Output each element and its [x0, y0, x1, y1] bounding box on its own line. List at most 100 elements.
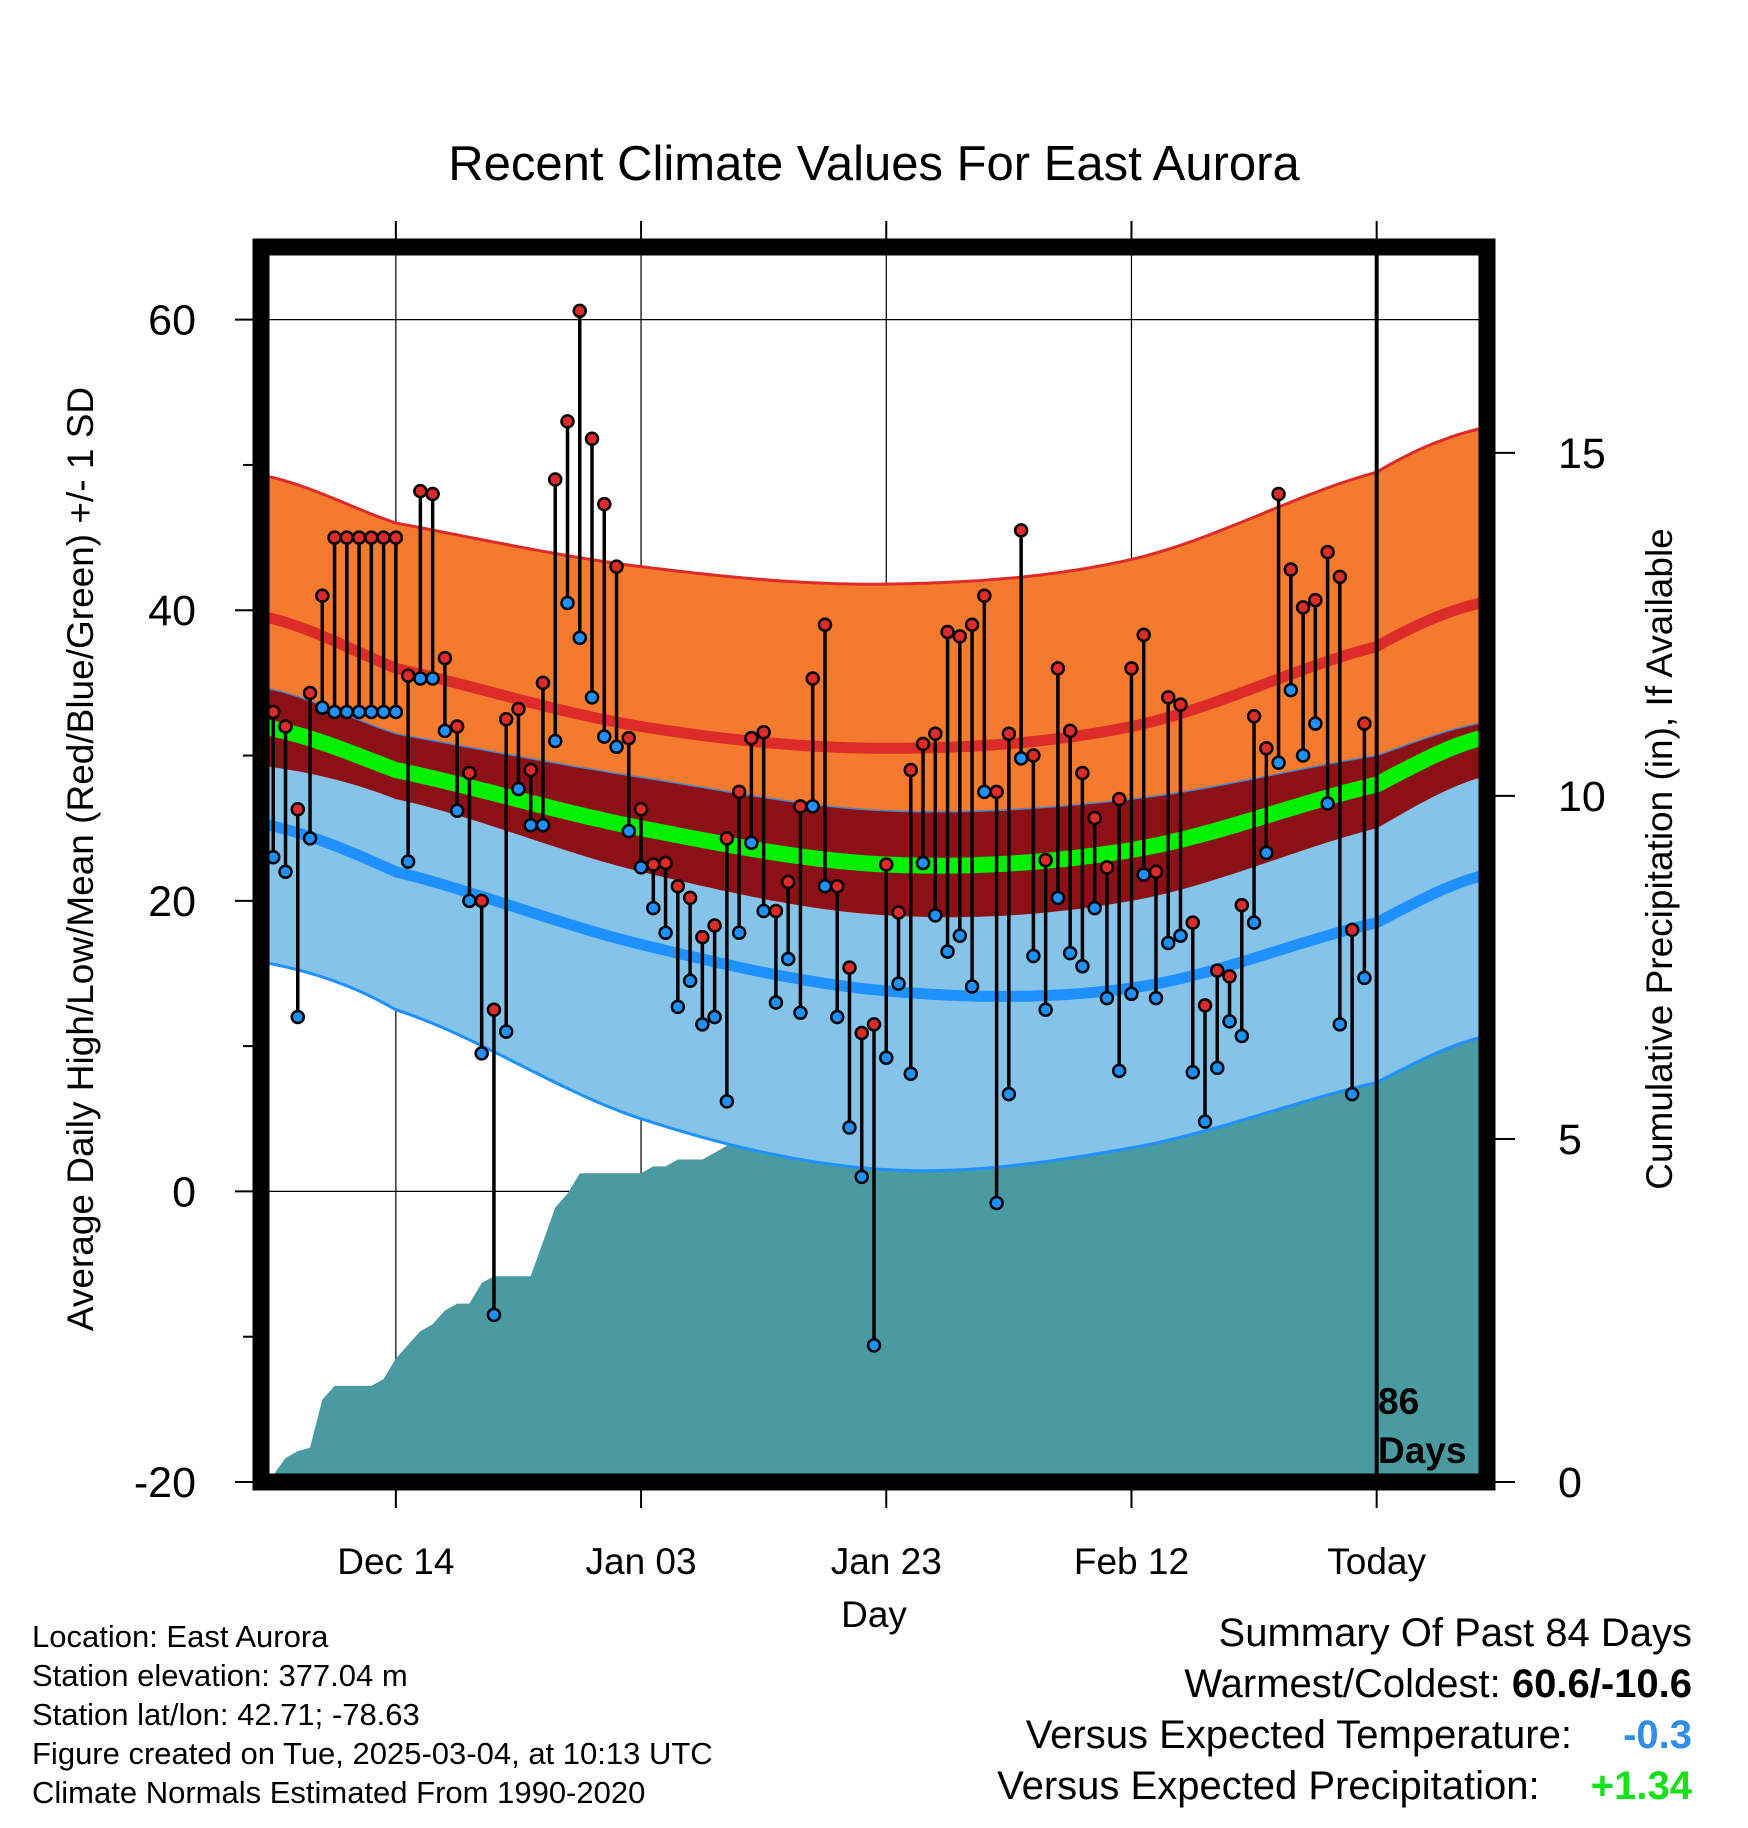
daily-high-point: [1062, 723, 1078, 739]
x-tick-label: Feb 12: [1074, 1541, 1189, 1582]
elevation-text: Station elevation: 377.04 m: [32, 1658, 408, 1693]
daily-high-point: [462, 765, 477, 781]
daily-low-point: [364, 704, 379, 720]
daily-high-point: [695, 929, 710, 945]
y2-axis-label: Cumulative Precipitation (in), If Availa…: [1639, 528, 1680, 1190]
daily-high-point: [1160, 690, 1176, 705]
daily-high-point: [756, 725, 771, 740]
daily-low-point: [511, 781, 526, 797]
daily-high-point: [1295, 600, 1311, 615]
daily-high-point: [1026, 748, 1041, 763]
daily-low-point: [646, 900, 661, 916]
daily-high-point: [1259, 741, 1274, 756]
daily-low-point: [474, 1046, 489, 1061]
daily-high-point: [597, 496, 612, 512]
daily-low-point: [315, 700, 330, 715]
daily-low-point: [1099, 990, 1115, 1006]
daily-low-point: [695, 1017, 710, 1032]
daily-high-point: [376, 530, 391, 545]
daily-high-point: [940, 624, 955, 640]
daily-high-point: [1283, 562, 1299, 577]
daily-low-point: [1357, 970, 1372, 986]
daily-high-point: [1013, 523, 1029, 538]
daily-low-point: [560, 595, 575, 611]
daily-low-point: [290, 1009, 306, 1025]
daily-high-point: [879, 857, 894, 872]
daily-high-point: [768, 903, 784, 919]
y-tick-label: 40: [148, 587, 196, 635]
daily-low-point: [1271, 755, 1286, 771]
y2-tick-label: 15: [1558, 430, 1606, 478]
daily-high-point: [915, 736, 931, 752]
daily-low-point: [1160, 935, 1176, 951]
daily-high-point: [572, 303, 588, 319]
warmest-coldest-label: Warmest/Coldest:: [1184, 1662, 1501, 1706]
daily-low-point: [768, 995, 784, 1010]
precip-anomaly-label: Versus Expected Precipitation:: [997, 1764, 1540, 1808]
daily-low-point: [278, 864, 293, 880]
summary-title: Summary Of Past 84 Days: [1218, 1611, 1692, 1655]
daily-high-point: [1357, 716, 1372, 731]
daily-low-point: [1197, 1114, 1213, 1129]
daily-high-point: [817, 617, 833, 633]
daily-high-point: [854, 1025, 869, 1041]
daily-low-point: [302, 831, 318, 846]
daily-high-point: [891, 905, 906, 920]
daily-low-point: [413, 671, 428, 686]
daily-high-point: [1332, 569, 1348, 585]
summary-panel: Summary Of Past 84 Days Warmest/Coldest:…: [997, 1608, 1692, 1812]
daily-low-point: [498, 1024, 514, 1039]
daily-high-point: [1136, 627, 1151, 643]
axes: -20 0 20 40 60 0 5 10 15 Dec 14 Jan 03 Jan 23 Feb 12…: [134, 221, 1606, 1582]
daily-high-point: [1087, 810, 1102, 826]
daily-low-point: [1038, 1002, 1053, 1018]
temp-anomaly-row: Versus Expected Temperature: -0.3: [997, 1710, 1692, 1761]
x-tick-label: Today: [1327, 1541, 1426, 1582]
daily-low-point: [486, 1307, 502, 1323]
daily-low-point: [1026, 948, 1041, 964]
daily-high-point: [621, 730, 637, 746]
daily-low-point: [805, 799, 820, 814]
normal-low-line: [259, 818, 1489, 1003]
daily-high-point: [449, 719, 465, 734]
daily-high-point: [670, 879, 686, 894]
plot-frame: [252, 238, 1496, 1491]
daily-high-point: [903, 762, 919, 778]
daily-low-point: [388, 704, 404, 720]
warmest-coldest-value: 60.6/-10.6: [1511, 1662, 1692, 1706]
daily-high-point: [425, 486, 440, 502]
y2-tick-label: 5: [1558, 1116, 1582, 1164]
daily-low-point: [1332, 1017, 1348, 1032]
precip-anomaly-row: Versus Expected Precipitation: +1.34: [997, 1761, 1692, 1812]
y-tick-label: 60: [148, 297, 196, 345]
latlon-text: Station lat/lon: 42.71; -78.63: [32, 1697, 420, 1732]
daily-high-point: [486, 1002, 502, 1018]
daily-low-point: [682, 973, 698, 988]
daily-high-point: [744, 730, 759, 746]
x-tick-label: Jan 23: [831, 1541, 942, 1582]
daily-low-point: [547, 733, 563, 749]
daily-low-point: [437, 723, 453, 739]
daily-high-point: [1173, 697, 1188, 712]
normal-high-line: [259, 596, 1489, 754]
daily-low-point: [1210, 1060, 1225, 1076]
daily-low-point: [1001, 1086, 1017, 1102]
daily-high-point: [1099, 860, 1115, 875]
daily-high-point: [928, 726, 943, 741]
daily-high-point: [584, 431, 600, 447]
daily-high-point: [682, 890, 698, 906]
warmest-coldest-row: Warmest/Coldest: 60.6/-10.6: [997, 1659, 1692, 1710]
high-plus-sd-line: [260, 425, 1488, 586]
daily-high-point: [339, 530, 355, 545]
daily-high-point: [351, 530, 367, 545]
daily-high-point: [1050, 661, 1066, 676]
daily-high-point: [1222, 969, 1237, 984]
daily-low-point: [597, 729, 612, 744]
daily-low-point: [989, 1195, 1004, 1211]
daily-high-point: [719, 831, 735, 846]
daily-high-point: [646, 857, 661, 872]
daily-high-point: [609, 559, 624, 574]
daily-low-point: [621, 823, 637, 839]
daily-high-point: [1038, 852, 1053, 868]
daily-low-point: [1087, 900, 1102, 916]
